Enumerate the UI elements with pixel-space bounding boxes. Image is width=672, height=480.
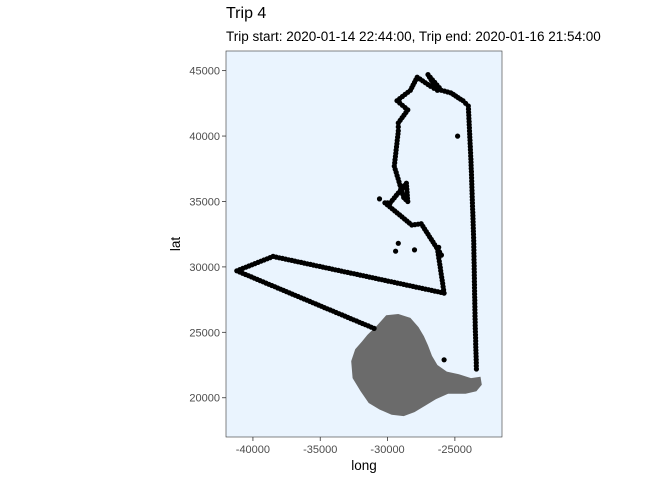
y-tick-label: 40000 xyxy=(189,131,220,143)
track-point xyxy=(395,128,401,134)
y-tick-label: 20000 xyxy=(189,393,220,405)
track-point xyxy=(395,124,401,130)
x-tick-label: -25000 xyxy=(438,444,472,456)
y-axis-title: lat xyxy=(168,237,183,252)
scatter-point xyxy=(376,196,383,202)
x-tick-label: -35000 xyxy=(303,444,337,456)
scatter-point xyxy=(441,357,447,363)
y-tick-label: 25000 xyxy=(189,327,220,339)
scatter-point xyxy=(436,244,442,250)
chart-title: Trip 4 xyxy=(226,5,267,22)
island-landmass xyxy=(351,314,482,417)
scatter-point xyxy=(455,133,461,139)
x-tick-label: -30000 xyxy=(370,444,404,456)
axis-layer: -40000 -35000 -30000 -25000 20000 25000 30000 3… xyxy=(189,66,472,456)
y-tick-label: 30000 xyxy=(189,262,220,274)
y-tick-label: 35000 xyxy=(189,196,220,208)
chart-subtitle: Trip start: 2020-01-14 22:44:00, Trip en… xyxy=(226,29,601,44)
scatter-point xyxy=(411,247,418,253)
scatter-point xyxy=(393,248,399,254)
y-tick-label: 45000 xyxy=(189,66,220,78)
x-axis-title: long xyxy=(351,458,377,473)
track-point xyxy=(473,366,479,372)
track-points xyxy=(234,72,479,372)
scatter-point xyxy=(395,240,401,246)
x-tick-label: -40000 xyxy=(236,444,270,456)
